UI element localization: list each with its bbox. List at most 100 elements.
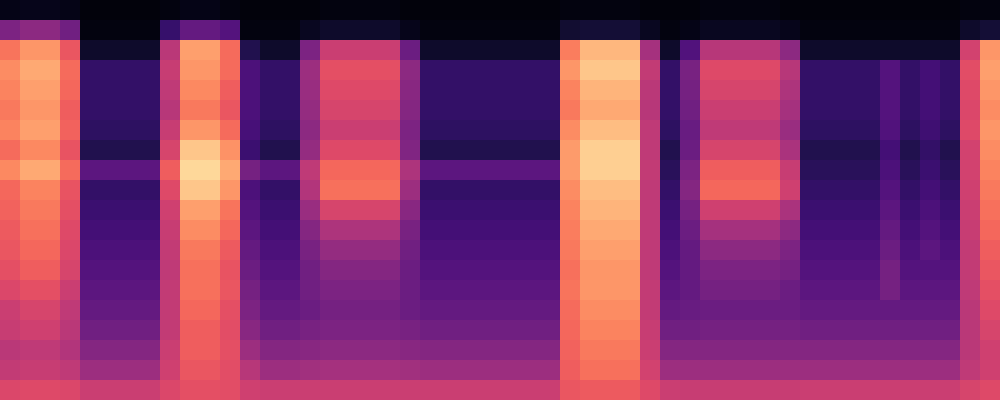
cell — [860, 120, 881, 141]
cell — [160, 20, 181, 41]
cell — [320, 80, 341, 101]
cell — [740, 280, 761, 301]
cell — [480, 300, 501, 321]
cell — [840, 120, 861, 141]
cell — [700, 140, 721, 161]
cell — [940, 120, 961, 141]
cell — [980, 300, 1000, 321]
cell — [440, 80, 461, 101]
cell — [640, 20, 661, 41]
cell — [120, 280, 141, 301]
cell — [820, 40, 841, 61]
cell — [940, 140, 961, 161]
cell — [880, 0, 901, 21]
cell — [760, 300, 781, 321]
cell — [100, 280, 121, 301]
cell — [960, 300, 981, 321]
cell — [900, 120, 921, 141]
cell — [200, 260, 221, 281]
cell — [800, 280, 821, 301]
cell — [620, 0, 641, 21]
cell — [640, 60, 661, 81]
cell — [320, 40, 341, 61]
cell — [580, 240, 601, 261]
cell — [0, 80, 21, 101]
cell — [740, 60, 761, 81]
cell — [580, 0, 601, 21]
cell — [100, 300, 121, 321]
cell — [740, 120, 761, 141]
cell — [440, 140, 461, 161]
cell — [460, 380, 481, 400]
cell — [800, 160, 821, 181]
cell — [0, 320, 21, 341]
cell — [480, 160, 501, 181]
cell — [860, 260, 881, 281]
cell — [620, 380, 641, 400]
cell — [180, 80, 201, 101]
cell — [120, 300, 141, 321]
cell — [240, 320, 261, 341]
cell — [580, 120, 601, 141]
cell — [160, 60, 181, 81]
cell — [820, 220, 841, 241]
cell — [740, 320, 761, 341]
cell — [140, 40, 161, 61]
cell — [0, 220, 21, 241]
cell — [960, 180, 981, 201]
cell — [40, 180, 61, 201]
cell — [340, 320, 361, 341]
cell — [80, 260, 101, 281]
cell — [680, 360, 701, 381]
cell — [860, 80, 881, 101]
cell — [720, 300, 741, 321]
cell — [920, 100, 941, 121]
cell — [900, 100, 921, 121]
cell — [220, 320, 241, 341]
cell — [320, 240, 341, 261]
cell — [960, 200, 981, 221]
cell — [900, 160, 921, 181]
cell — [520, 40, 541, 61]
cell — [60, 280, 81, 301]
cell — [840, 200, 861, 221]
cell — [860, 0, 881, 21]
cell — [100, 160, 121, 181]
cell — [440, 380, 461, 400]
cell — [560, 380, 581, 400]
cell — [240, 100, 261, 121]
cell — [240, 40, 261, 61]
cell — [20, 200, 41, 221]
cell — [220, 60, 241, 81]
cell — [880, 300, 901, 321]
cell — [340, 120, 361, 141]
cell — [40, 220, 61, 241]
cell — [60, 80, 81, 101]
cell — [0, 60, 21, 81]
cell — [320, 260, 341, 281]
cell — [620, 40, 641, 61]
cell — [880, 20, 901, 41]
cell — [680, 20, 701, 41]
cell — [680, 200, 701, 221]
cell — [60, 40, 81, 61]
cell — [380, 260, 401, 281]
cell — [320, 220, 341, 241]
cell — [660, 180, 681, 201]
cell — [140, 180, 161, 201]
cell — [900, 240, 921, 261]
cell — [40, 60, 61, 81]
cell — [400, 180, 421, 201]
cell — [740, 20, 761, 41]
cell — [140, 320, 161, 341]
cell — [700, 260, 721, 281]
cell — [820, 320, 841, 341]
cell — [60, 60, 81, 81]
cell — [860, 20, 881, 41]
cell — [220, 180, 241, 201]
cell — [540, 340, 561, 361]
cell — [620, 120, 641, 141]
cell — [840, 180, 861, 201]
cell — [700, 120, 721, 141]
cell — [320, 340, 341, 361]
